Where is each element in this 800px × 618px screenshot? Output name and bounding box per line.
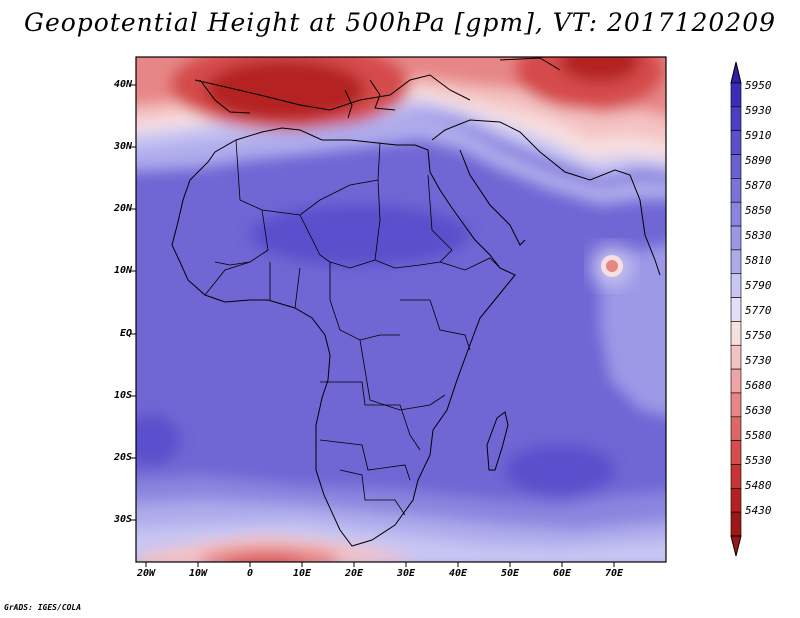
- y-label-30n: 30N: [113, 141, 132, 152]
- x-label-20e: 20E: [344, 568, 364, 579]
- coastlines: [171, 57, 661, 547]
- colorbar-box: [730, 488, 742, 513]
- colorbar-box: [730, 416, 742, 441]
- colorbar-label: 5680: [745, 379, 772, 392]
- colorbar-box: [730, 440, 742, 465]
- colorbar-box: [730, 130, 742, 155]
- y-label-30s: 30S: [113, 514, 132, 525]
- chart-title: Geopotential Height at 500hPa [gpm], VT:…: [23, 8, 777, 37]
- colorbar-label: 5730: [745, 354, 772, 367]
- colorbar-label: 5480: [745, 479, 772, 492]
- colorbar-box: [730, 511, 742, 537]
- colorbar-label: 5630: [745, 404, 772, 417]
- colorbar-label: 5530: [745, 454, 772, 467]
- colorbar-label: 5770: [745, 304, 772, 317]
- colorbar-box: [730, 225, 742, 251]
- y-label-40n: 40N: [113, 79, 132, 90]
- y-label-20s: 20S: [113, 452, 132, 463]
- colorbar-box: [730, 106, 742, 131]
- y-label-20n: 20N: [113, 203, 132, 214]
- colorbar-arrow-top: [730, 61, 742, 84]
- colorbar-label: 5810: [745, 254, 772, 267]
- x-label-20w: 20W: [136, 568, 156, 579]
- colorbar-box: [730, 321, 742, 346]
- colorbar-arrow-bottom: [730, 535, 742, 557]
- colorbar-label: 5870: [745, 179, 772, 192]
- colorbar-label: 5910: [745, 129, 772, 142]
- colorbar-label: 5890: [745, 154, 772, 167]
- colorbar-box: [730, 273, 742, 298]
- x-label-10e: 10E: [292, 568, 312, 579]
- colorbar-box: [730, 368, 742, 394]
- colorbar-label: 5790: [745, 279, 772, 292]
- x-label-30e: 30E: [396, 568, 416, 579]
- x-label-70e: 70E: [604, 568, 624, 579]
- colorbar-label: 5580: [745, 429, 772, 442]
- colorbar-box: [730, 201, 742, 227]
- credit-text: GrADS: IGES/COLA: [4, 603, 82, 612]
- colorbar-label: 5930: [745, 104, 772, 117]
- colorbar: [730, 61, 742, 557]
- x-label-50e: 50E: [500, 568, 520, 579]
- colorbar-label: 5430: [745, 504, 772, 517]
- height-field: [136, 57, 666, 562]
- colorbar-label: 5830: [745, 229, 772, 242]
- map-frame: [135, 56, 667, 563]
- axis-ticks: [131, 84, 615, 567]
- colorbar-box: [730, 154, 742, 179]
- colorbar-label: 5850: [745, 204, 772, 217]
- colorbar-label: 5750: [745, 329, 772, 342]
- colorbar-box: [730, 392, 742, 418]
- x-label-40e: 40E: [448, 568, 468, 579]
- colorbar-box: [730, 178, 742, 203]
- x-label-60e: 60E: [552, 568, 572, 579]
- colorbar-box: [730, 297, 742, 322]
- country-borders: [204, 139, 501, 516]
- y-label-10s: 10S: [113, 390, 132, 401]
- y-label-eq: EQ: [119, 328, 132, 339]
- x-label-10w: 10W: [188, 568, 208, 579]
- y-label-10n: 10N: [113, 265, 132, 276]
- colorbar-box: [730, 344, 742, 370]
- colorbar-label: 5950: [745, 79, 772, 92]
- x-label-0: 0: [246, 568, 254, 579]
- colorbar-box: [730, 249, 742, 275]
- colorbar-box: [730, 82, 742, 108]
- colorbar-box: [730, 464, 742, 489]
